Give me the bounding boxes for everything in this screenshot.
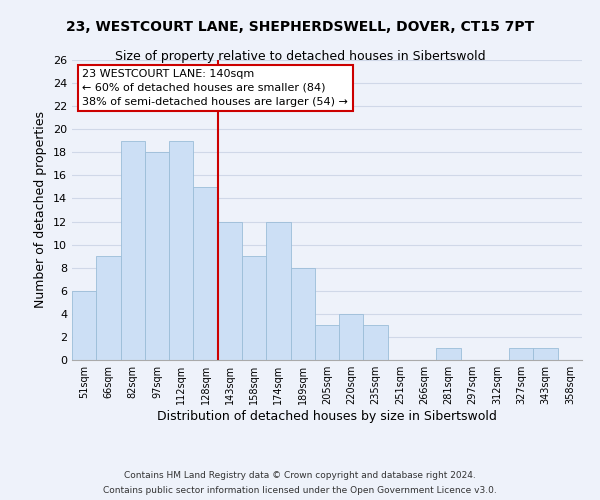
Bar xyxy=(169,141,193,360)
Bar xyxy=(533,348,558,360)
Text: 23, WESTCOURT LANE, SHEPHERDSWELL, DOVER, CT15 7PT: 23, WESTCOURT LANE, SHEPHERDSWELL, DOVER… xyxy=(66,20,534,34)
Text: 23 WESTCOURT LANE: 140sqm
← 60% of detached houses are smaller (84)
38% of semi-: 23 WESTCOURT LANE: 140sqm ← 60% of detac… xyxy=(82,69,348,107)
Bar xyxy=(121,141,145,360)
Text: Contains HM Land Registry data © Crown copyright and database right 2024.: Contains HM Land Registry data © Crown c… xyxy=(124,471,476,480)
Text: Size of property relative to detached houses in Sibertswold: Size of property relative to detached ho… xyxy=(115,50,485,63)
Bar xyxy=(145,152,169,360)
Y-axis label: Number of detached properties: Number of detached properties xyxy=(34,112,47,308)
Bar xyxy=(193,187,218,360)
Bar xyxy=(436,348,461,360)
Bar xyxy=(218,222,242,360)
Bar xyxy=(266,222,290,360)
Bar xyxy=(364,326,388,360)
Bar xyxy=(72,291,96,360)
Bar xyxy=(96,256,121,360)
Bar xyxy=(315,326,339,360)
Text: Contains public sector information licensed under the Open Government Licence v3: Contains public sector information licen… xyxy=(103,486,497,495)
Bar xyxy=(290,268,315,360)
Bar xyxy=(509,348,533,360)
Bar xyxy=(339,314,364,360)
X-axis label: Distribution of detached houses by size in Sibertswold: Distribution of detached houses by size … xyxy=(157,410,497,423)
Bar xyxy=(242,256,266,360)
